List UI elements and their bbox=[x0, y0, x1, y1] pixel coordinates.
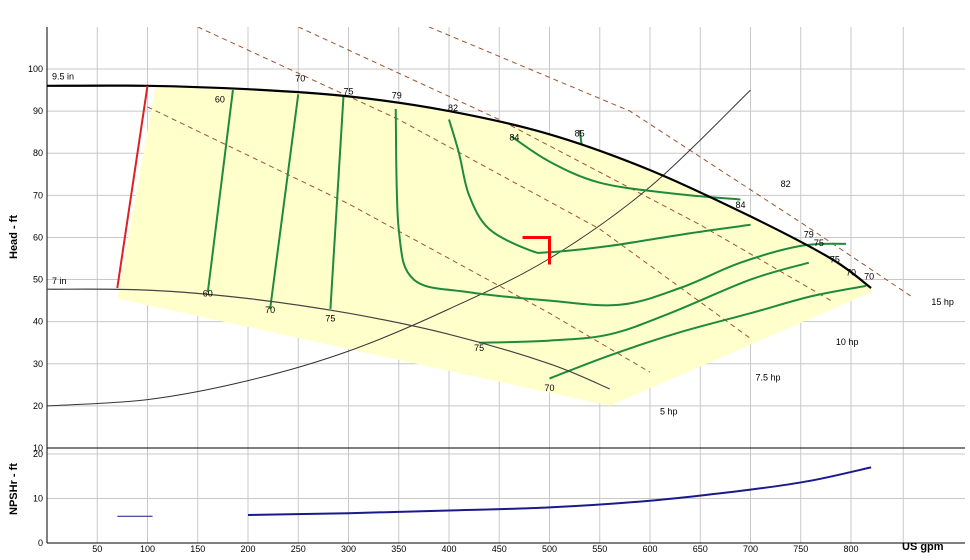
power-label: 15 hp bbox=[931, 297, 954, 307]
impeller-label-9-5in: 9.5 in bbox=[52, 72, 74, 82]
x-tick-label: 200 bbox=[240, 544, 255, 554]
x-tick-label: 250 bbox=[291, 544, 306, 554]
efficiency-label: 70 bbox=[295, 74, 305, 84]
impeller-curve-9-5in bbox=[47, 84, 872, 289]
efficiency-label: 82 bbox=[781, 179, 791, 189]
y-tick-label: 40 bbox=[33, 317, 43, 327]
x-tick-label: 550 bbox=[592, 544, 607, 554]
npsh-y-tick-label: 0 bbox=[38, 538, 43, 548]
y-tick-label: 60 bbox=[33, 232, 43, 242]
x-tick-label: 750 bbox=[793, 544, 808, 554]
efficiency-curve bbox=[549, 284, 867, 380]
efficiency-label: 70 bbox=[864, 272, 874, 282]
x-tick-label: 400 bbox=[441, 544, 456, 554]
efficiency-curve bbox=[394, 108, 847, 307]
efficiency-label: 84 bbox=[509, 133, 519, 143]
npsh-y-tick-label: 10 bbox=[33, 494, 43, 504]
y-tick-label: 70 bbox=[33, 190, 43, 200]
x-tick-label: 150 bbox=[190, 544, 205, 554]
y-tick-label: 90 bbox=[33, 106, 43, 116]
x-tick-label: 300 bbox=[341, 544, 356, 554]
efficiency-label: 70 bbox=[544, 383, 554, 393]
efficiency-label: 75 bbox=[474, 343, 484, 353]
efficiency-curve bbox=[329, 96, 345, 310]
y-tick-label: 10 bbox=[33, 443, 43, 453]
x-tick-label: 500 bbox=[542, 544, 557, 554]
x-tick-label: 50 bbox=[92, 544, 102, 554]
efficiency-label: 60 bbox=[215, 95, 225, 105]
x-tick-label: 450 bbox=[492, 544, 507, 554]
y-tick-label: 80 bbox=[33, 148, 43, 158]
y-axis-label-head: Head - ft bbox=[8, 215, 20, 259]
x-tick-label: 700 bbox=[743, 544, 758, 554]
efficiency-curve bbox=[510, 135, 741, 201]
x-tick-label: 100 bbox=[140, 544, 155, 554]
npsh-curve bbox=[247, 466, 872, 516]
efficiency-label: 70 bbox=[265, 305, 275, 315]
efficiency-curve bbox=[578, 129, 583, 145]
y-tick-label: 20 bbox=[33, 401, 43, 411]
efficiency-label: 60 bbox=[203, 288, 213, 298]
power-line bbox=[147, 106, 651, 373]
efficiency-curve bbox=[269, 94, 300, 310]
y-tick-label: 50 bbox=[33, 275, 43, 285]
efficiency-label: 75 bbox=[325, 314, 335, 324]
power-label: 7.5 hp bbox=[756, 373, 781, 383]
y-tick-label: 30 bbox=[33, 359, 43, 369]
npsh-y-tick-label: 20 bbox=[33, 449, 43, 459]
x-axis-label: US gpm bbox=[902, 541, 944, 553]
x-tick-label: 350 bbox=[391, 544, 406, 554]
impeller-curve-7in bbox=[47, 288, 611, 390]
efficiency-label: 82 bbox=[448, 103, 458, 113]
duty-point-marker bbox=[522, 235, 551, 265]
efficiency-curve bbox=[448, 119, 751, 254]
operating-region bbox=[117, 85, 872, 406]
head-plot bbox=[47, 27, 912, 407]
power-line bbox=[197, 27, 751, 339]
power-label: 5 hp bbox=[660, 406, 678, 416]
y-axis-label-npsh: NPSHr - ft bbox=[8, 463, 20, 515]
x-tick-label: 800 bbox=[843, 544, 858, 554]
efficiency-label: 79 bbox=[804, 229, 814, 239]
y-tick-label: 100 bbox=[28, 64, 43, 74]
impeller-label-7in: 7 in bbox=[52, 276, 67, 286]
x-tick-label: 650 bbox=[693, 544, 708, 554]
power-label: 10 hp bbox=[836, 337, 859, 347]
efficiency-curve bbox=[479, 261, 810, 344]
x-tick-label: 600 bbox=[642, 544, 657, 554]
power-line bbox=[428, 27, 912, 297]
efficiency-label: 75 bbox=[814, 238, 824, 248]
efficiency-label: 84 bbox=[735, 200, 745, 210]
power-line bbox=[298, 27, 832, 302]
efficiency-label: 75 bbox=[830, 255, 840, 265]
efficiency-label: 75 bbox=[343, 86, 353, 96]
min-flow-line bbox=[116, 85, 149, 289]
efficiency-label: 70 bbox=[846, 267, 856, 277]
efficiency-curve bbox=[206, 89, 234, 293]
efficiency-label: 79 bbox=[392, 90, 402, 100]
efficiency-label: 85 bbox=[575, 128, 585, 138]
